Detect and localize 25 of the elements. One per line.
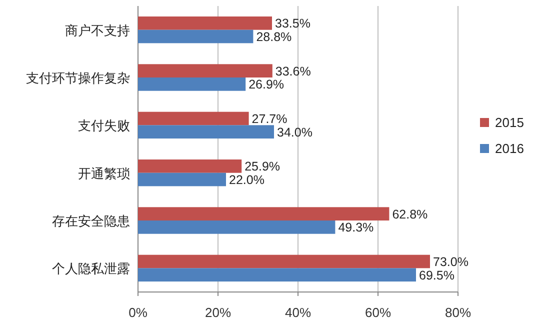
label: 69.5% (419, 268, 454, 282)
label: 33.6% (275, 64, 311, 78)
label: 25.9% (244, 160, 280, 174)
ycat: 个人隐私泄露 (52, 261, 130, 276)
label: 62.8% (392, 207, 428, 222)
legend: 2015 (495, 115, 524, 130)
xtick: 80% (444, 305, 472, 320)
ycat: 存在安全隐患 (52, 214, 130, 228)
xtick: 20% (204, 305, 232, 320)
label: 22.0% (229, 173, 264, 187)
label: 28.8% (256, 30, 292, 44)
label: 27.7% (252, 112, 288, 126)
xtick: 40% (284, 305, 312, 320)
legend: 2016 (495, 141, 524, 156)
xtick: 60% (364, 305, 392, 320)
label: 34.0% (277, 125, 312, 140)
label: 73.0% (433, 255, 468, 269)
label: 49.3% (338, 220, 374, 235)
ycat: 支付失败 (78, 118, 130, 134)
label: 33.5% (275, 16, 310, 31)
ycat: 开通繁琐 (78, 166, 130, 181)
ycat: 支付环节操作复杂 (26, 70, 130, 86)
label: 26.9% (248, 78, 284, 92)
ycat: 商户不支持 (65, 22, 130, 38)
xtick: 0% (128, 305, 148, 320)
